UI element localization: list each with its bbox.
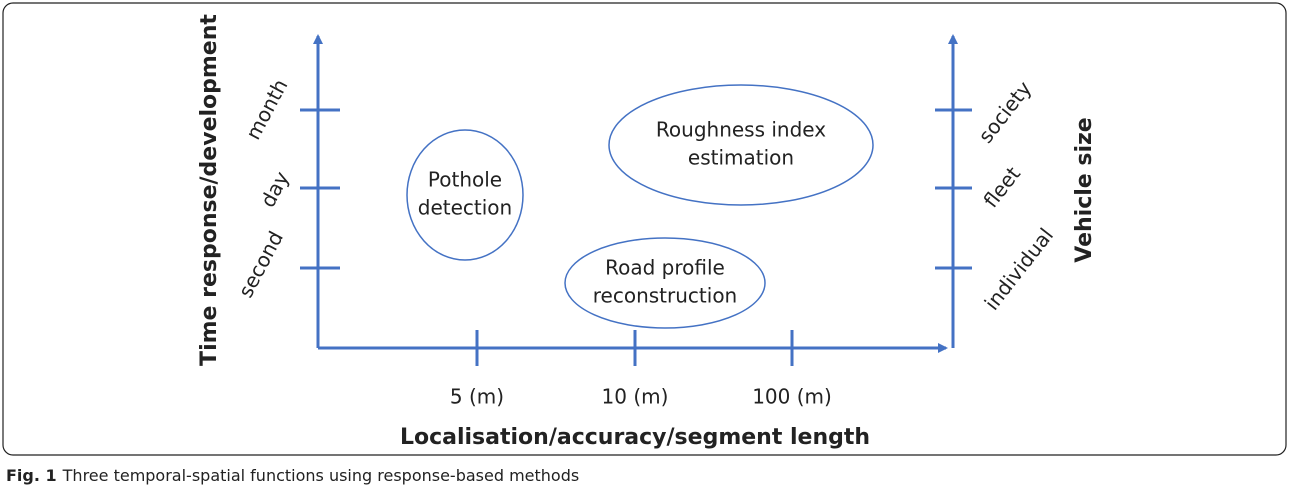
node-label: Roughness index — [656, 118, 826, 142]
right-tick-label: fleet — [978, 162, 1025, 212]
caption-text: Three temporal-spatial functions using r… — [62, 466, 580, 485]
node-label: Road profile — [605, 256, 725, 280]
right-tick-label: individual — [979, 223, 1058, 314]
bottom-tick-label: 10 (m) — [602, 385, 669, 409]
node-ellipse — [564, 237, 766, 329]
bottom-tick-label: 100 (m) — [752, 385, 832, 409]
node-label: Pothole — [428, 168, 502, 192]
node-ellipse — [406, 129, 524, 261]
right-tick-label: society — [973, 77, 1036, 148]
left-tick-label: second — [233, 227, 288, 301]
caption-label: Fig. 1 — [6, 466, 57, 485]
frame — [2, 2, 1287, 456]
diagram-content: month day second society fleet individual 5 (m… — [233, 75, 1058, 408]
bottom-tick-label: 5 (m) — [450, 385, 504, 409]
left-tick-label: day — [255, 167, 294, 211]
right-axis-title: Vehicle size — [1072, 117, 1097, 262]
bottom-axis-title: Localisation/accuracy/segment length — [400, 425, 870, 450]
node-label: estimation — [688, 146, 794, 170]
left-axis-title: Time response/development — [197, 14, 222, 366]
left-tick-label: month — [241, 75, 293, 144]
node-label: reconstruction — [593, 284, 737, 308]
node-ellipse — [608, 84, 874, 206]
node-label: detection — [418, 196, 512, 220]
caption: Fig. 1 Three temporal-spatial functions u… — [6, 466, 579, 485]
